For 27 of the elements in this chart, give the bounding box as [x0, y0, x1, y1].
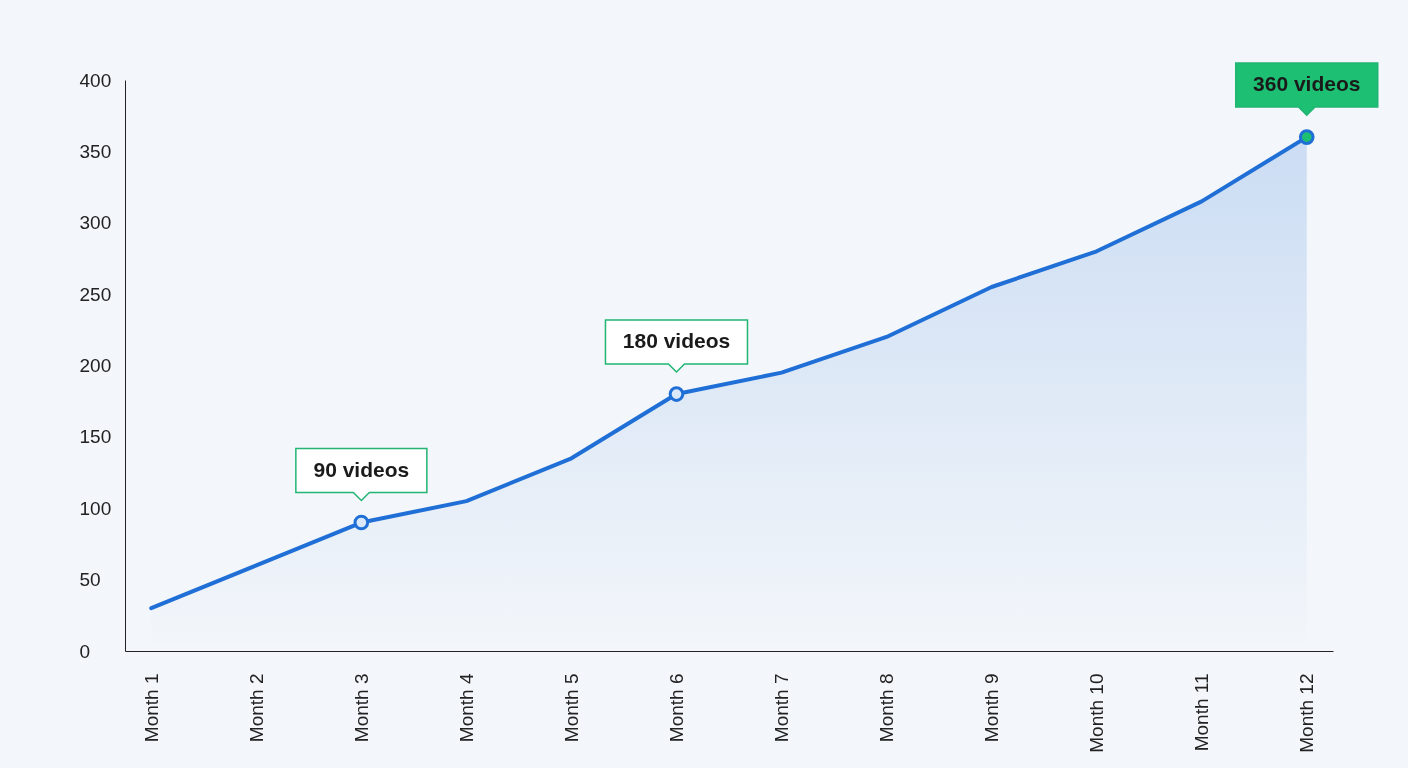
y-tick-label: 50: [79, 569, 101, 591]
annotation: 90 videos: [313, 457, 410, 481]
x-tick-label: Month 9: [981, 673, 1003, 743]
y-tick-label: 0: [79, 640, 91, 662]
x-tick-label: Month 11: [1191, 673, 1213, 752]
y-tick-label: 300: [79, 212, 112, 234]
x-tick-label: Month 12: [1296, 673, 1318, 753]
y-tick-label: 200: [79, 355, 112, 376]
x-tick-label: Month 8: [876, 673, 898, 743]
y-tick-label: 100: [79, 497, 112, 519]
annotation: 180 videos: [622, 329, 731, 353]
x-tick-label: Month 5: [560, 673, 582, 743]
x-tick-label: Month 7: [771, 673, 793, 743]
point: [1298, 129, 1315, 145]
x-tick-label: Month 6: [665, 673, 687, 743]
annotation: 360 videos: [1253, 72, 1361, 96]
x-tick-label: Month 2: [245, 673, 267, 743]
x-tick-label: Month 3: [350, 673, 372, 743]
x-tick-label: Month 1: [140, 673, 162, 743]
y-tick-label: 400: [79, 69, 112, 91]
y-tick-label: 150: [79, 426, 112, 448]
point: [668, 386, 685, 402]
point: [353, 514, 370, 531]
y-tick-label: 250: [79, 283, 112, 305]
x-tick-label: Month 4: [455, 673, 477, 743]
y-tick-label: 350: [79, 140, 112, 162]
x-tick-label: Month 10: [1086, 673, 1108, 753]
